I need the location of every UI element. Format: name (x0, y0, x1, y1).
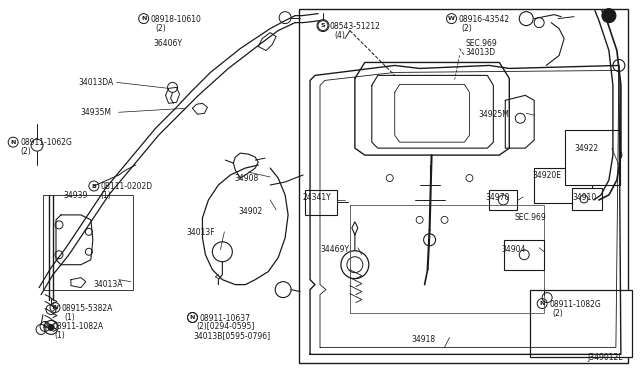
Bar (565, 130, 620, 185)
Text: N: N (141, 16, 147, 21)
Bar (490, 190, 517, 210)
Text: S: S (321, 23, 325, 28)
Text: (2)[0294-0595]: (2)[0294-0595] (196, 323, 255, 331)
Text: (1): (1) (54, 331, 65, 340)
Text: 34013A: 34013A (94, 280, 124, 289)
Bar (534, 168, 592, 203)
Text: 08911-1082A: 08911-1082A (52, 323, 103, 331)
Text: 08911-1082G: 08911-1082G (549, 299, 601, 309)
Text: 34908: 34908 (234, 174, 259, 183)
Text: 08911-1062G: 08911-1062G (20, 138, 72, 147)
Circle shape (48, 324, 54, 330)
Text: 34925M: 34925M (479, 110, 509, 119)
Text: 08918-10610: 08918-10610 (150, 15, 202, 24)
Text: (4): (4) (334, 31, 345, 39)
Text: (1): (1) (64, 312, 75, 321)
Text: N: N (540, 301, 545, 306)
Text: 34970: 34970 (485, 193, 509, 202)
Bar (43, 195, 132, 290)
Text: (2): (2) (156, 23, 166, 33)
Text: 08915-5382A: 08915-5382A (62, 304, 113, 312)
Text: 34013D: 34013D (465, 48, 495, 57)
Text: 36406Y: 36406Y (154, 39, 182, 48)
Text: (2): (2) (20, 147, 31, 156)
Text: (1): (1) (101, 191, 111, 200)
Text: B: B (92, 183, 96, 189)
Bar (572, 188, 602, 210)
Text: 0B111-0202D: 0B111-0202D (101, 182, 153, 191)
Bar (350, 205, 544, 312)
Text: 34904: 34904 (501, 245, 525, 254)
Text: 34013DA: 34013DA (79, 78, 114, 87)
Text: 24341Y: 24341Y (302, 193, 331, 202)
Text: SEC.969: SEC.969 (515, 213, 546, 222)
Text: 34935M: 34935M (81, 108, 112, 117)
Text: N: N (10, 140, 16, 145)
Text: J349012L: J349012L (587, 353, 623, 362)
Bar (530, 290, 632, 357)
Text: 34918: 34918 (412, 336, 436, 344)
Text: 34013F: 34013F (186, 228, 215, 237)
Circle shape (602, 9, 616, 23)
Text: 08911-10637: 08911-10637 (200, 314, 250, 323)
Text: 34920E: 34920E (532, 171, 561, 180)
Bar (305, 190, 337, 215)
Text: 08543-51212: 08543-51212 (330, 22, 381, 31)
Text: (2): (2) (552, 308, 563, 318)
Text: N: N (190, 315, 195, 320)
Text: (2): (2) (461, 23, 472, 33)
Text: 34469Y: 34469Y (320, 245, 349, 254)
Text: W: W (448, 16, 455, 21)
Text: 34013B[0595-0796]: 34013B[0595-0796] (193, 331, 271, 340)
Text: 34902: 34902 (238, 207, 262, 216)
Bar (299, 9, 628, 363)
Text: SEC.969: SEC.969 (465, 39, 497, 48)
Text: W: W (52, 305, 58, 310)
Bar (504, 240, 544, 270)
Text: 08916-43542: 08916-43542 (458, 15, 509, 24)
Text: 34910: 34910 (572, 193, 596, 202)
Text: N: N (42, 324, 48, 329)
Text: 34922: 34922 (574, 144, 598, 153)
Text: 34939: 34939 (63, 191, 87, 200)
